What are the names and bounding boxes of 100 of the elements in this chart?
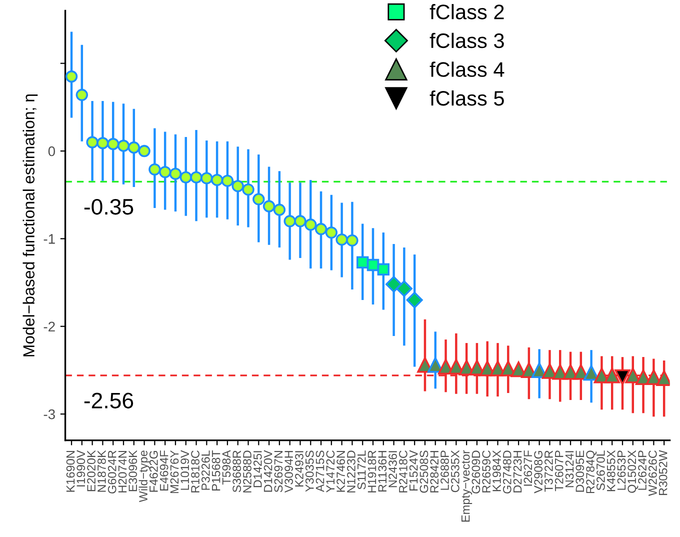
point bbox=[366, 258, 380, 272]
ref-line-label: -2.56 bbox=[84, 392, 134, 408]
x-tick-label: G2748D bbox=[502, 450, 512, 494]
ref-line-label: -0.35 bbox=[84, 198, 134, 215]
x-tick-label: R1818C bbox=[191, 450, 200, 492]
point bbox=[86, 136, 98, 148]
point bbox=[76, 88, 88, 102]
x-tick-label: E4694F bbox=[160, 450, 168, 490]
x-tick-label: R1136H bbox=[378, 451, 387, 492]
point bbox=[583, 364, 600, 381]
x-tick-label: R2659C bbox=[482, 450, 491, 492]
x-tick-label: G6024R bbox=[108, 450, 116, 494]
x-tick-label: Y3035S bbox=[305, 450, 314, 492]
x-tick-label: Q1502X bbox=[628, 450, 638, 493]
x-tick-label: F4622G bbox=[149, 450, 158, 492]
x-tick-label: R3052W bbox=[658, 450, 668, 496]
x-tick-label: R2842H bbox=[430, 451, 439, 492]
x-tick-label: L1019V bbox=[180, 450, 190, 490]
x-tick-label: Y1472C bbox=[326, 450, 335, 492]
legend-label: fClass 4 bbox=[430, 62, 504, 77]
x-tick-label: T598A bbox=[222, 450, 231, 485]
x-tick-label: T3722R bbox=[544, 450, 553, 492]
point bbox=[304, 218, 317, 231]
x-tick-label: K2746N bbox=[336, 451, 345, 492]
y-tick-label: -2 bbox=[44, 322, 55, 332]
point bbox=[169, 168, 182, 180]
point bbox=[210, 174, 224, 186]
x-tick-label: P1568T bbox=[212, 450, 220, 490]
x-tick-label: K1690N bbox=[66, 451, 75, 492]
point bbox=[138, 144, 150, 158]
x-tick-label: I2627F bbox=[524, 450, 532, 486]
x-tick-label: G2508S bbox=[420, 450, 428, 493]
y-tick-label: 0 bbox=[48, 146, 56, 156]
x-tick-label: E2020K bbox=[87, 450, 96, 492]
x-tick-label: C2535X bbox=[450, 450, 460, 492]
y-tick-label: -3 bbox=[44, 409, 55, 420]
point bbox=[106, 138, 120, 150]
x-tick-label: E3096K bbox=[128, 450, 138, 492]
point bbox=[180, 171, 192, 184]
x-tick-label: W2626C bbox=[648, 450, 657, 496]
x-tick-label: K1984X bbox=[492, 450, 501, 492]
x-tick-label: G2609D bbox=[472, 450, 480, 494]
point bbox=[128, 141, 140, 154]
x-tick-label: I1990V bbox=[76, 450, 86, 486]
x-tick-label: N1223D bbox=[347, 450, 356, 492]
point bbox=[294, 215, 306, 228]
point bbox=[273, 204, 286, 216]
x-tick-label: Empty−vector bbox=[461, 450, 472, 522]
point bbox=[232, 180, 244, 192]
x-tick-label: N2588D bbox=[243, 450, 252, 492]
point bbox=[252, 193, 265, 206]
point bbox=[386, 276, 402, 293]
legend-label: fClass 5 bbox=[430, 90, 504, 106]
legend-label: fClass 3 bbox=[430, 32, 504, 48]
x-tick-label: S2697N bbox=[274, 451, 283, 492]
x-tick-label: N2436I bbox=[388, 451, 397, 488]
x-tick-label: V3094H bbox=[284, 451, 293, 493]
x-tick-label: V2908G bbox=[534, 450, 542, 494]
x-tick-label: H2074N bbox=[118, 451, 127, 492]
y-axis-title: Model−based functional estimation; η bbox=[22, 94, 38, 356]
point bbox=[396, 280, 412, 297]
x-tick-label: K2493I bbox=[295, 451, 304, 487]
x-tick-label: D3095E bbox=[576, 450, 584, 492]
point bbox=[314, 222, 328, 236]
point bbox=[65, 70, 78, 83]
x-tick-label: N1878K bbox=[98, 450, 106, 492]
point bbox=[200, 172, 213, 184]
point bbox=[158, 166, 172, 178]
x-tick-label: S2670L bbox=[596, 450, 605, 490]
x-tick-label: T2607P bbox=[554, 450, 564, 492]
point bbox=[377, 263, 390, 276]
x-tick-label: Wild−type bbox=[138, 450, 150, 502]
x-tick-label: S3688R bbox=[232, 450, 242, 492]
x-tick-label: R2418C bbox=[398, 450, 408, 492]
point bbox=[117, 140, 130, 152]
point bbox=[614, 369, 630, 386]
x-tick-label: D1420V bbox=[264, 450, 272, 492]
point bbox=[190, 171, 202, 184]
x-tick-label: F1524V bbox=[409, 450, 418, 490]
x-tick-label: S1172L bbox=[357, 450, 366, 490]
point bbox=[221, 174, 234, 187]
y-tick-label: -1 bbox=[44, 234, 55, 244]
x-tick-label: L2624P bbox=[638, 450, 646, 490]
point bbox=[284, 215, 296, 228]
point bbox=[242, 183, 254, 196]
point bbox=[346, 234, 358, 247]
point bbox=[96, 137, 109, 150]
x-tick-label: A2715S bbox=[316, 450, 324, 492]
x-tick-label: D1425I bbox=[253, 451, 262, 488]
point bbox=[148, 163, 161, 176]
point bbox=[604, 368, 620, 384]
point bbox=[325, 226, 338, 239]
x-tick-label: H1918R bbox=[368, 450, 376, 492]
x-tick-label: P3226L bbox=[201, 450, 210, 490]
legend-label: fClass 2 bbox=[430, 4, 504, 20]
x-tick-label: R2784Q bbox=[586, 450, 597, 494]
x-tick-label: M2676Y bbox=[170, 450, 179, 494]
x-tick-label: K4855X bbox=[606, 450, 616, 492]
x-tick-label: N3124I bbox=[565, 451, 574, 488]
x-tick-label: L2653P bbox=[617, 450, 626, 490]
